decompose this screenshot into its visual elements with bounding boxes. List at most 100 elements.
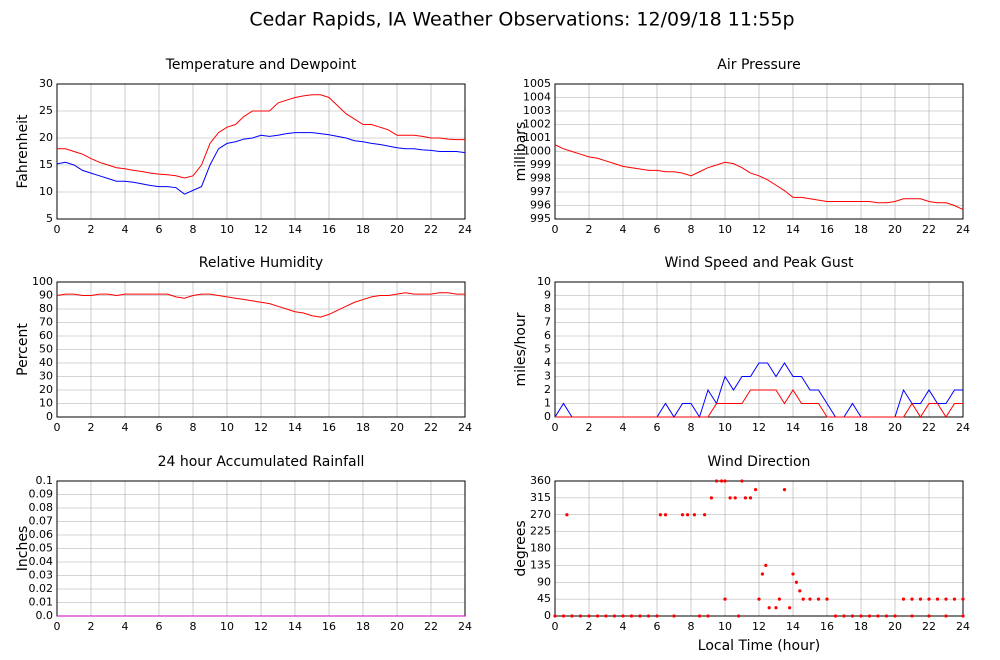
x-tick-label: 12 — [752, 421, 766, 434]
data-point — [672, 614, 676, 618]
y-tick-label: 0.03 — [29, 569, 54, 582]
x-tick-label: 8 — [688, 223, 695, 236]
chart-title: 24 hour Accumulated Rainfall — [158, 454, 365, 470]
data-point — [587, 614, 591, 618]
y-tick-label: 45 — [537, 592, 551, 605]
x-tick-label: 20 — [390, 421, 404, 434]
chart-title: Relative Humidity — [199, 255, 323, 271]
chart-title: Wind Direction — [708, 454, 811, 470]
data-point — [595, 614, 600, 618]
data-point — [760, 572, 765, 576]
x-tick-label: 14 — [786, 421, 800, 434]
data-point — [808, 597, 812, 601]
data-point — [777, 597, 782, 601]
y-axis-label: degrees — [513, 520, 529, 576]
x-tick-label: 16 — [820, 223, 834, 236]
x-tick-label: 0 — [552, 421, 559, 434]
x-tick-label: 20 — [390, 223, 404, 236]
y-tick-label: 995 — [530, 212, 551, 225]
data-point — [723, 479, 727, 483]
x-tick-label: 16 — [820, 620, 834, 633]
data-point — [910, 597, 914, 601]
data-point — [794, 580, 799, 584]
y-tick-label: 0.06 — [29, 528, 54, 541]
x-tick-label: 18 — [854, 421, 868, 434]
x-tick-label: 12 — [254, 620, 268, 633]
data-point — [703, 513, 707, 517]
x-tick-label: 6 — [654, 421, 661, 434]
x-tick-label: 24 — [458, 620, 472, 633]
y-tick-label: 20 — [39, 131, 53, 144]
data-point — [714, 479, 719, 483]
y-axis-label: Fahrenheit — [15, 114, 31, 189]
x-tick-label: 2 — [88, 223, 95, 236]
x-tick-label: 12 — [752, 223, 766, 236]
y-tick-label: 0.01 — [29, 596, 54, 609]
x-tick-label: 6 — [156, 223, 163, 236]
x-tick-label: 8 — [688, 620, 695, 633]
x-tick-label: 4 — [122, 620, 129, 633]
y-tick-label: 0.1 — [36, 474, 54, 487]
x-tick-label: 8 — [190, 421, 197, 434]
x-tick-label: 4 — [620, 223, 627, 236]
y-tick-label: 0.04 — [29, 555, 54, 568]
y-tick-label: 4 — [544, 356, 551, 369]
y-tick-label: 90 — [39, 289, 53, 302]
x-tick-label: 14 — [786, 620, 800, 633]
data-point — [884, 614, 889, 618]
x-tick-label: 6 — [156, 421, 163, 434]
data-line — [555, 389, 963, 418]
x-tick-label: 0 — [54, 620, 61, 633]
data-point — [859, 614, 863, 618]
y-axis-label: Inches — [15, 526, 31, 571]
x-tick-label: 4 — [620, 620, 627, 633]
data-point — [927, 614, 931, 618]
x-tick-label: 16 — [820, 421, 834, 434]
plot-frame — [554, 83, 964, 220]
y-tick-label: 90 — [537, 575, 551, 588]
x-tick-label: 18 — [356, 421, 370, 434]
y-tick-label: 20 — [39, 383, 53, 396]
data-point — [867, 614, 872, 618]
data-point — [720, 479, 724, 483]
data-point — [764, 563, 768, 567]
chart-title: Temperature and Dewpoint — [165, 57, 357, 73]
x-tick-label: 12 — [254, 421, 268, 434]
y-tick-label: 80 — [39, 302, 53, 315]
data-point — [553, 614, 557, 618]
data-point — [646, 614, 651, 618]
x-tick-label: 18 — [356, 223, 370, 236]
data-point — [944, 614, 948, 618]
y-tick-label: 5 — [544, 343, 551, 356]
y-tick-label: 270 — [530, 508, 551, 521]
y-tick-label: 1005 — [523, 77, 551, 90]
y-tick-label: 30 — [39, 370, 53, 383]
x-tick-label: 14 — [786, 223, 800, 236]
y-tick-label: 0.07 — [29, 515, 54, 528]
y-tick-label: 225 — [530, 525, 551, 538]
data-point — [816, 597, 821, 601]
x-tick-label: 6 — [654, 620, 661, 633]
data-point — [692, 513, 697, 517]
data-point — [740, 479, 744, 483]
data-point — [655, 614, 659, 618]
x-tick-label: 2 — [88, 421, 95, 434]
data-point — [918, 597, 923, 601]
data-point — [876, 614, 880, 618]
data-point — [570, 614, 574, 618]
x-tick-label: 22 — [424, 421, 438, 434]
data-point — [697, 614, 702, 618]
x-tick-label: 0 — [54, 421, 61, 434]
y-tick-label: 180 — [530, 542, 551, 555]
data-point — [767, 606, 771, 610]
x-tick-label: 14 — [288, 421, 302, 434]
x-tick-label: 8 — [190, 620, 197, 633]
y-tick-label: 3 — [544, 370, 551, 383]
data-point — [629, 614, 634, 618]
data-point — [850, 614, 855, 618]
x-tick-label: 0 — [54, 223, 61, 236]
plot-frame — [56, 83, 466, 220]
y-tick-label: 315 — [530, 491, 551, 504]
y-tick-label: 0 — [46, 410, 53, 423]
x-tick-label: 10 — [220, 223, 234, 236]
